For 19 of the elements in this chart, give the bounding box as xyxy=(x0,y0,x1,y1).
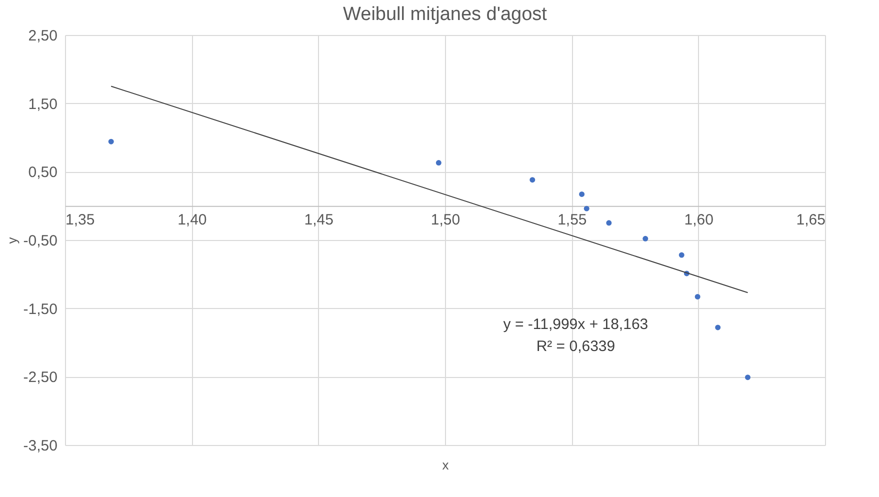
x-tick-label: 1,50 xyxy=(430,211,460,228)
annotation: R² = 0,6339 xyxy=(536,338,616,356)
y-axis-title: y xyxy=(4,236,20,244)
x-tick-label: 1,35 xyxy=(66,211,95,228)
x-tick-label: 1,65 xyxy=(796,211,826,228)
y-tick-label: -1,50 xyxy=(23,300,58,318)
y-tick-label: -2,50 xyxy=(23,369,58,386)
y-tick-label: 1,50 xyxy=(28,96,58,113)
annotation: y = -11,999x + 18,163 xyxy=(503,316,648,334)
y-tick-label: -3,50 xyxy=(23,438,58,454)
x-tick-label: 1,60 xyxy=(684,211,714,228)
chart-title: Weibull mitjanes d'agost xyxy=(343,4,548,25)
y-tick-label: -0,50 xyxy=(23,232,58,250)
y-tick-label: 2,50 xyxy=(28,28,58,44)
x-tick-label: 1,45 xyxy=(304,211,334,228)
x-axis-title: x xyxy=(442,458,450,472)
y-tick-label: 0,50 xyxy=(28,164,58,182)
x-tick-label: 1,40 xyxy=(178,211,207,228)
x-tick-label: 1,55 xyxy=(558,211,587,228)
